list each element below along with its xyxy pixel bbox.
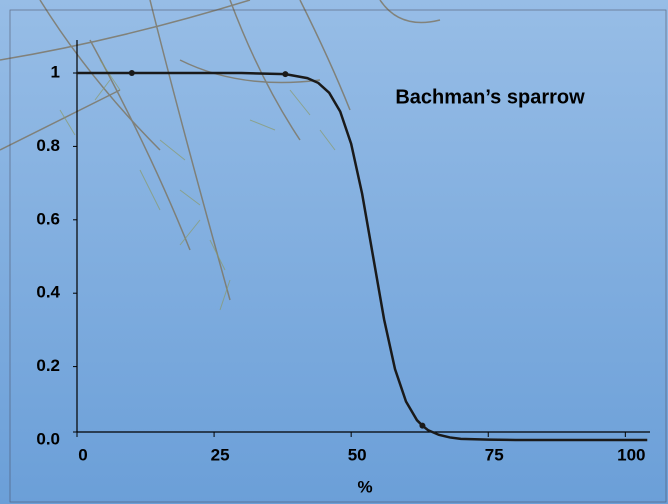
x-axis-label: %: [357, 477, 372, 496]
data-point: [282, 71, 288, 77]
y-tick-label: 0.8: [36, 136, 60, 155]
x-tick-label: 75: [485, 445, 504, 464]
data-point: [419, 423, 425, 429]
x-tick-label: 100: [617, 445, 645, 464]
background: [0, 0, 668, 504]
x-tick-label: 50: [348, 445, 367, 464]
y-tick-label: 1: [51, 62, 60, 81]
y-tick-label: 0.4: [36, 283, 60, 302]
y-tick-label: 0.2: [36, 356, 60, 375]
chart-title: Bachman’s sparrow: [395, 86, 585, 108]
y-tick-label: 0.0: [36, 429, 60, 448]
data-point: [129, 70, 135, 76]
x-tick-label: 25: [211, 445, 230, 464]
x-tick-label: 0: [78, 445, 87, 464]
chart: Bachman’s sparrow % 0.0 0.2 0.4 0.6 0.8 1 0 25 5…: [0, 0, 668, 504]
y-tick-label: 0.6: [36, 209, 60, 228]
